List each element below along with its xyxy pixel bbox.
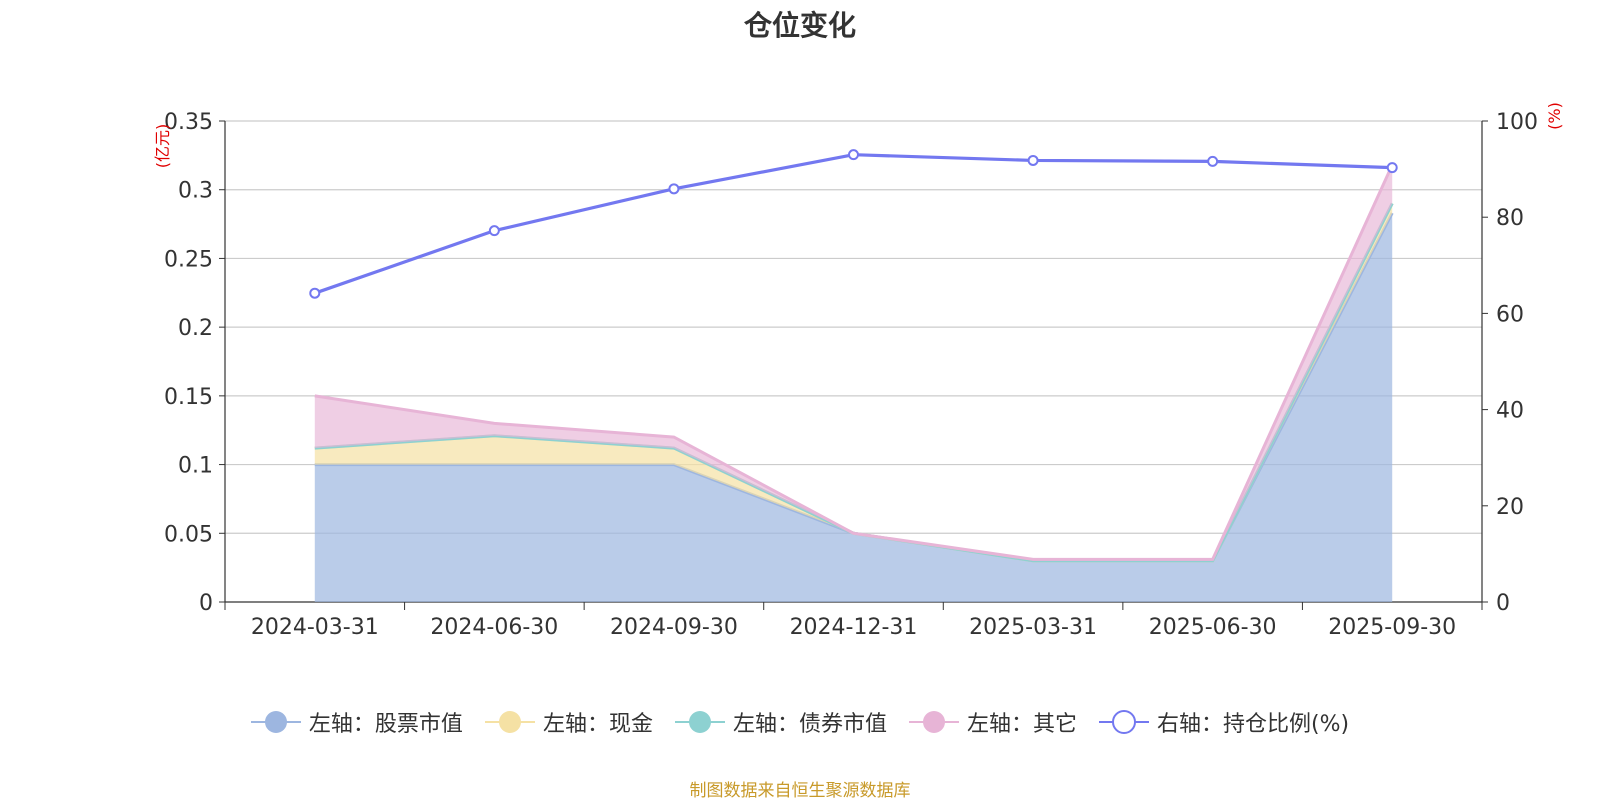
legend-cash-icon — [484, 711, 535, 733]
right-axis-unit: (%) — [1545, 102, 1564, 130]
legend-stock-icon — [250, 711, 301, 733]
legend-label-stock: 左轴：股票市值 — [308, 712, 463, 737]
ratio-line — [314, 153, 1393, 295]
left-axis-tick-label: 0 — [199, 591, 213, 616]
right-axis-tick-label: 60 — [1496, 302, 1524, 327]
left-axis-tick-label: 0.3 — [178, 179, 213, 204]
area-line-series-3 — [314, 164, 1394, 561]
right-axis-tick-label: 100 — [1496, 110, 1538, 135]
legend-item-bond[interactable]: 左轴：债券市值 — [674, 706, 887, 738]
left-axis-unit: (亿元) — [153, 124, 172, 169]
right-axis-tick-label: 80 — [1496, 206, 1524, 231]
x-axis-tick-label: 2024-06-30 — [430, 615, 558, 640]
left-axis-tick-label: 0.35 — [164, 110, 213, 135]
chart-title: 仓位变化 — [743, 9, 856, 42]
ratio-point — [1207, 155, 1219, 167]
legend-other-icon — [908, 711, 959, 733]
left-axis-tick-label: 0.15 — [164, 385, 213, 410]
legend-label-other: 左轴：其它 — [966, 712, 1077, 737]
legend-item-stock[interactable]: 左轴：股票市值 — [250, 706, 463, 738]
x-axis-tick-label: 2025-09-30 — [1328, 615, 1456, 640]
left-axis-tick-label: 0.1 — [178, 454, 213, 479]
ratio-point — [1027, 154, 1039, 166]
data-source-note: 制图数据来自恒生聚源数据库 — [689, 781, 911, 801]
x-axis-tick-label: 2025-03-31 — [969, 615, 1097, 640]
ratio-point — [309, 287, 321, 299]
left-axis-tick-label: 0.2 — [178, 316, 213, 341]
ratio-point — [1386, 162, 1398, 174]
ratio-point — [488, 225, 500, 237]
ratio-point — [848, 149, 859, 161]
left-axis-tick-label: 0.25 — [164, 247, 213, 272]
legend-label-cash: 左轴：现金 — [542, 712, 653, 737]
area-series-0 — [314, 213, 1393, 602]
legend-ratio-icon — [1098, 710, 1149, 734]
x-axis-tick-label: 2024-09-30 — [610, 615, 738, 640]
legend: 左轴：股票市值 左轴：现金 左轴：债券市值 左轴：其它 右轴：持仓比例(%) — [0, 706, 1600, 738]
right-axis-tick-label: 20 — [1496, 495, 1524, 520]
legend-item-cash[interactable]: 左轴：现金 — [484, 706, 653, 738]
ratio-point — [668, 183, 680, 195]
legend-label-ratio: 右轴：持仓比例(%) — [1156, 712, 1350, 737]
x-axis-tick-label: 2025-06-30 — [1149, 615, 1277, 640]
x-axis-tick-label: 2024-12-31 — [790, 615, 918, 640]
legend-item-ratio[interactable]: 右轴：持仓比例(%) — [1098, 706, 1350, 738]
left-axis-tick-label: 0.05 — [164, 522, 213, 547]
legend-item-other[interactable]: 左轴：其它 — [908, 706, 1077, 738]
right-axis-tick-label: 40 — [1496, 399, 1524, 424]
x-axis-tick-label: 2024-03-31 — [251, 615, 379, 640]
legend-bond-icon — [674, 711, 725, 733]
legend-label-bond: 左轴：债券市值 — [732, 712, 887, 737]
right-axis-tick-label: 0 — [1496, 591, 1510, 616]
chart-canvas: 0 0.05 0.1 0.15 0.2 0.25 0.3 0.35 0 20 40 60 80 100 20… — [153, 102, 1564, 640]
